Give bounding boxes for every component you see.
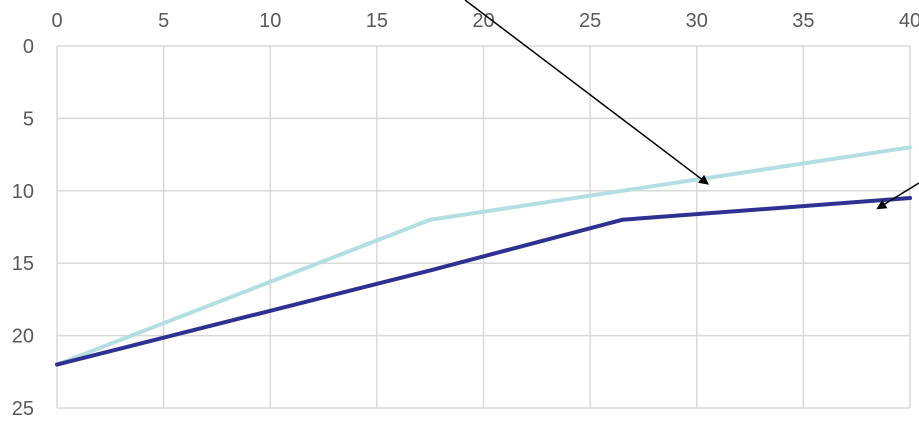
x-tick-label: 35 xyxy=(792,10,814,32)
annotation-arrow xyxy=(464,0,710,185)
x-tick-label: 15 xyxy=(366,10,388,32)
series-lines xyxy=(55,145,912,367)
y-tick-label: 25 xyxy=(12,398,34,418)
gridlines xyxy=(56,45,911,409)
annotations xyxy=(464,0,919,210)
y-tick-label: 0 xyxy=(23,36,34,58)
x-tick-label: 30 xyxy=(686,10,708,32)
x-tick-label: 10 xyxy=(259,10,281,32)
y-tick-label: 15 xyxy=(12,253,34,275)
series-line-0 xyxy=(55,145,912,367)
x-tick-label: 40 xyxy=(899,10,919,32)
x-tick-label: 25 xyxy=(579,10,601,32)
x-tick-label: 20 xyxy=(472,10,494,32)
x-tick-label: 5 xyxy=(158,10,169,32)
axes: 0 5 10 15 20 25 30 35 40 0 5 10 15 20 25 xyxy=(12,10,919,420)
y-tick-label: 10 xyxy=(12,181,34,203)
annotation-arrow xyxy=(876,182,919,210)
y-tick-label: 5 xyxy=(23,108,34,130)
series-line-1 xyxy=(55,196,912,367)
x-tick-label: 0 xyxy=(51,10,62,32)
y-tick-label: 20 xyxy=(12,326,34,348)
